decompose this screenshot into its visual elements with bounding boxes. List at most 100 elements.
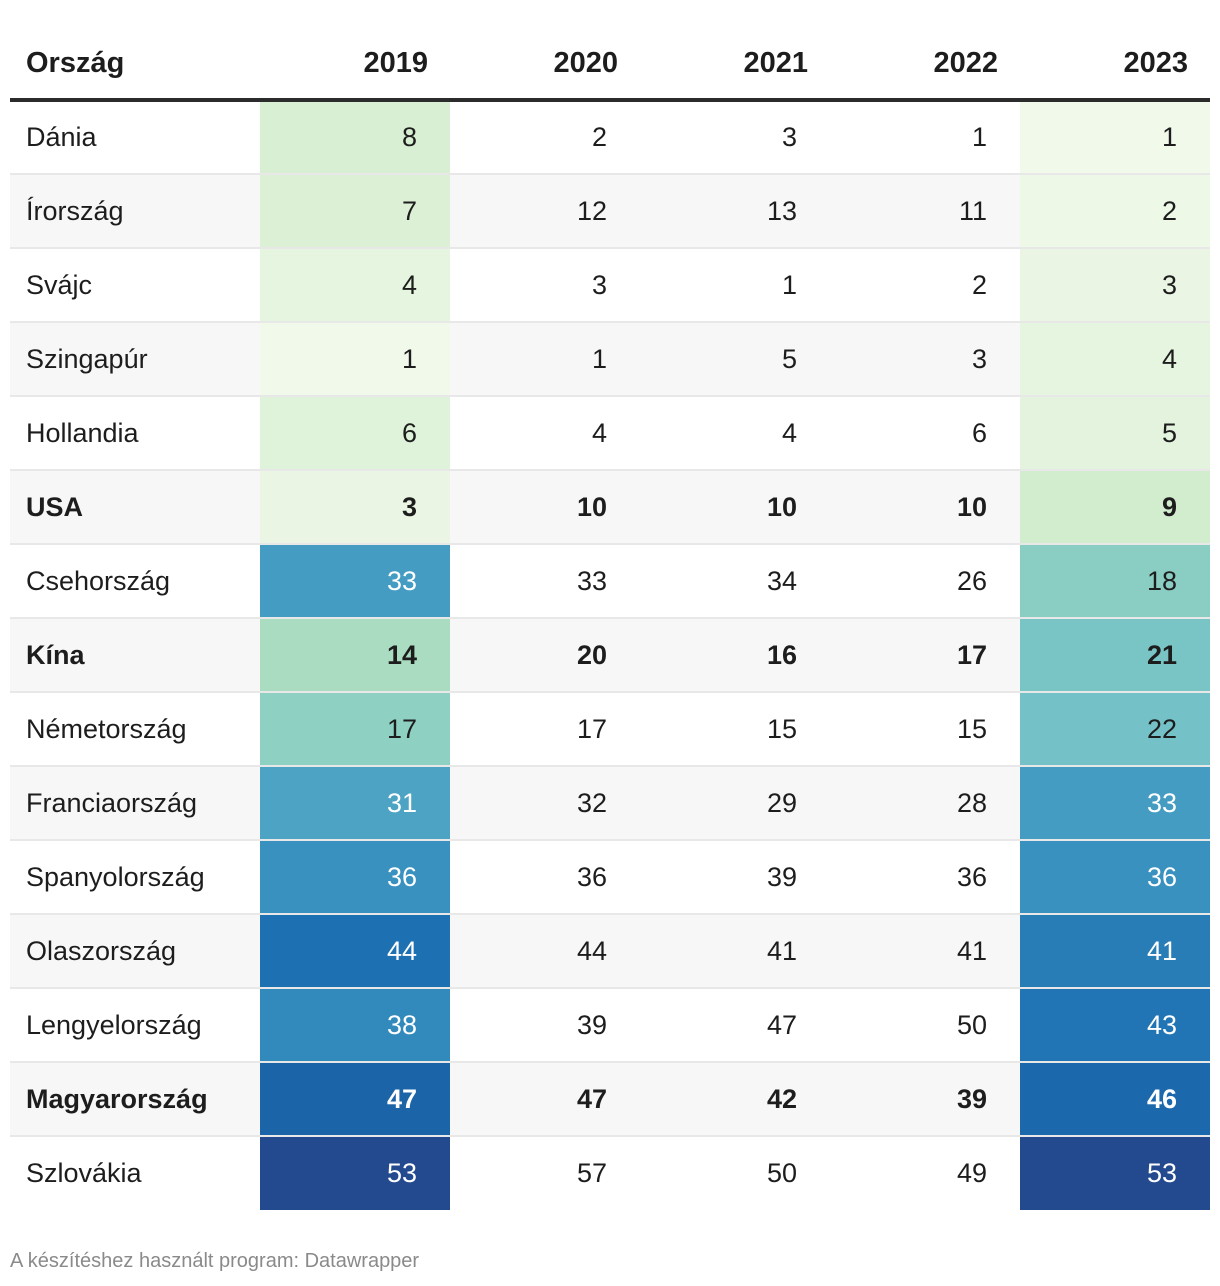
value-cell-2021: 29 [640, 766, 830, 841]
value-cell-2022: 41 [830, 914, 1020, 989]
value-cell-2020: 1 [450, 322, 640, 397]
country-cell: Csehország [10, 544, 260, 619]
country-cell: Hollandia [10, 396, 260, 471]
value-cell-2020: 3 [450, 248, 640, 323]
table-row: USA 3 10 10 10 9 [10, 470, 1210, 545]
table-row: Franciaország 31 32 29 28 33 [10, 766, 1210, 841]
header-row: Ország 2019 2020 2021 2022 2023 [10, 28, 1210, 102]
country-cell: USA [10, 470, 260, 545]
table-row: Dánia 8 2 3 1 1 [10, 100, 1210, 175]
value-cell-2020: 2 [450, 100, 640, 175]
table-row: Németország 17 17 15 15 22 [10, 692, 1210, 767]
value-cell-2019: 33 [260, 544, 450, 619]
value-cell-2022: 39 [830, 1062, 1020, 1137]
table-row: Svájc 4 3 1 2 3 [10, 248, 1210, 323]
value-cell-2020: 4 [450, 396, 640, 471]
value-cell-2023: 3 [1020, 248, 1210, 323]
value-cell-2019: 31 [260, 766, 450, 841]
value-cell-2021: 1 [640, 248, 830, 323]
value-cell-2023: 18 [1020, 544, 1210, 619]
value-cell-2019: 8 [260, 100, 450, 175]
country-cell: Kína [10, 618, 260, 693]
footer-credit: A készítéshez használt program: Datawrap… [10, 1250, 420, 1272]
value-cell-2023: 33 [1020, 766, 1210, 841]
table-row: Spanyolország 36 36 39 36 36 [10, 840, 1210, 915]
value-cell-2020: 10 [450, 470, 640, 545]
column-header-country: Ország [10, 28, 260, 102]
country-cell: Németország [10, 692, 260, 767]
table-header: Ország 2019 2020 2021 2022 2023 [10, 28, 1210, 102]
value-cell-2021: 47 [640, 988, 830, 1063]
value-cell-2019: 14 [260, 618, 450, 693]
value-cell-2023: 9 [1020, 470, 1210, 545]
value-cell-2022: 11 [830, 174, 1020, 249]
value-cell-2022: 10 [830, 470, 1020, 545]
table-row: Hollandia 6 4 4 6 5 [10, 396, 1210, 471]
value-cell-2019: 53 [260, 1136, 450, 1210]
country-cell: Szlovákia [26, 1158, 142, 1188]
value-cell-2020: 57 [576, 1158, 607, 1188]
value-cell-2022: 17 [830, 618, 1020, 693]
table-row: Szingapúr 1 1 5 3 4 [10, 322, 1210, 397]
column-header-2023: 2023 [1020, 28, 1210, 102]
value-cell-2023: 4 [1020, 322, 1210, 397]
value-cell-2021: 15 [640, 692, 830, 767]
value-cell-2019: 17 [260, 692, 450, 767]
country-cell: Spanyolország [10, 840, 260, 915]
value-cell-2023: 1 [1020, 100, 1210, 175]
country-cell: Olaszország [10, 914, 260, 989]
value-cell-2019: 7 [260, 174, 450, 249]
value-cell-2021: 4 [640, 396, 830, 471]
country-cell: Magyarország [10, 1062, 260, 1137]
table-row: Szlovákia 53 57 50 49 53 [10, 1136, 1210, 1210]
value-cell-2020: 32 [450, 766, 640, 841]
value-cell-2022: 26 [830, 544, 1020, 619]
column-header-2021: 2021 [640, 28, 830, 102]
value-cell-2020: 44 [450, 914, 640, 989]
country-cell: Írország [10, 174, 260, 249]
table-row: Magyarország 47 47 42 39 46 [10, 1062, 1210, 1137]
value-cell-2022: 3 [830, 322, 1020, 397]
value-cell-2021: 16 [640, 618, 830, 693]
value-cell-2023: 22 [1020, 692, 1210, 767]
value-cell-2020: 33 [450, 544, 640, 619]
value-cell-2021: 41 [640, 914, 830, 989]
value-cell-2020: 17 [450, 692, 640, 767]
value-cell-2020: 47 [450, 1062, 640, 1137]
value-cell-2022: 50 [830, 988, 1020, 1063]
value-cell-2023: 41 [1020, 914, 1210, 989]
ranking-table: Ország 2019 2020 2021 2022 2023 Dánia 8 2 3 1 1 Íro… [10, 28, 1210, 1210]
country-cell: Dánia [10, 100, 260, 175]
table-row: Olaszország 44 44 41 41 41 [10, 914, 1210, 989]
value-cell-2020: 39 [450, 988, 640, 1063]
country-cell: Svájc [10, 248, 260, 323]
value-cell-2020: 20 [450, 618, 640, 693]
table-row: Kína 14 20 16 17 21 [10, 618, 1210, 693]
value-cell-2022: 28 [830, 766, 1020, 841]
value-cell-2022: 49 [956, 1158, 987, 1188]
value-cell-2023: 46 [1020, 1062, 1210, 1137]
value-cell-2021: 50 [766, 1158, 797, 1188]
country-cell: Lengyelország [10, 988, 260, 1063]
value-cell-2021: 34 [640, 544, 830, 619]
value-cell-2019: 44 [260, 914, 450, 989]
value-cell-2023: 53 [1020, 1136, 1210, 1210]
value-cell-2021: 3 [640, 100, 830, 175]
value-cell-2020: 12 [450, 174, 640, 249]
ranking-table-container: Ország 2019 2020 2021 2022 2023 Dánia 8 2 3 1 1 Íro… [10, 28, 1210, 1210]
value-cell-2021: 10 [640, 470, 830, 545]
value-cell-2021: 42 [640, 1062, 830, 1137]
value-cell-2023: 2 [1020, 174, 1210, 249]
value-cell-2020: 36 [450, 840, 640, 915]
value-cell-2022: 36 [830, 840, 1020, 915]
table-body: Dánia 8 2 3 1 1 Írország 7 12 13 11 2 Svájc 4 3 1 2 3 Szin… [10, 100, 1210, 1210]
country-cell: Franciaország [10, 766, 260, 841]
table-row: Írország 7 12 13 11 2 [10, 174, 1210, 249]
value-cell-2019: 6 [260, 396, 450, 471]
value-cell-2021: 13 [640, 174, 830, 249]
table-row: Lengyelország 38 39 47 50 43 [10, 988, 1210, 1063]
value-cell-2019: 47 [260, 1062, 450, 1137]
value-cell-2019: 36 [260, 840, 450, 915]
value-cell-2021: 5 [640, 322, 830, 397]
value-cell-2019: 1 [260, 322, 450, 397]
